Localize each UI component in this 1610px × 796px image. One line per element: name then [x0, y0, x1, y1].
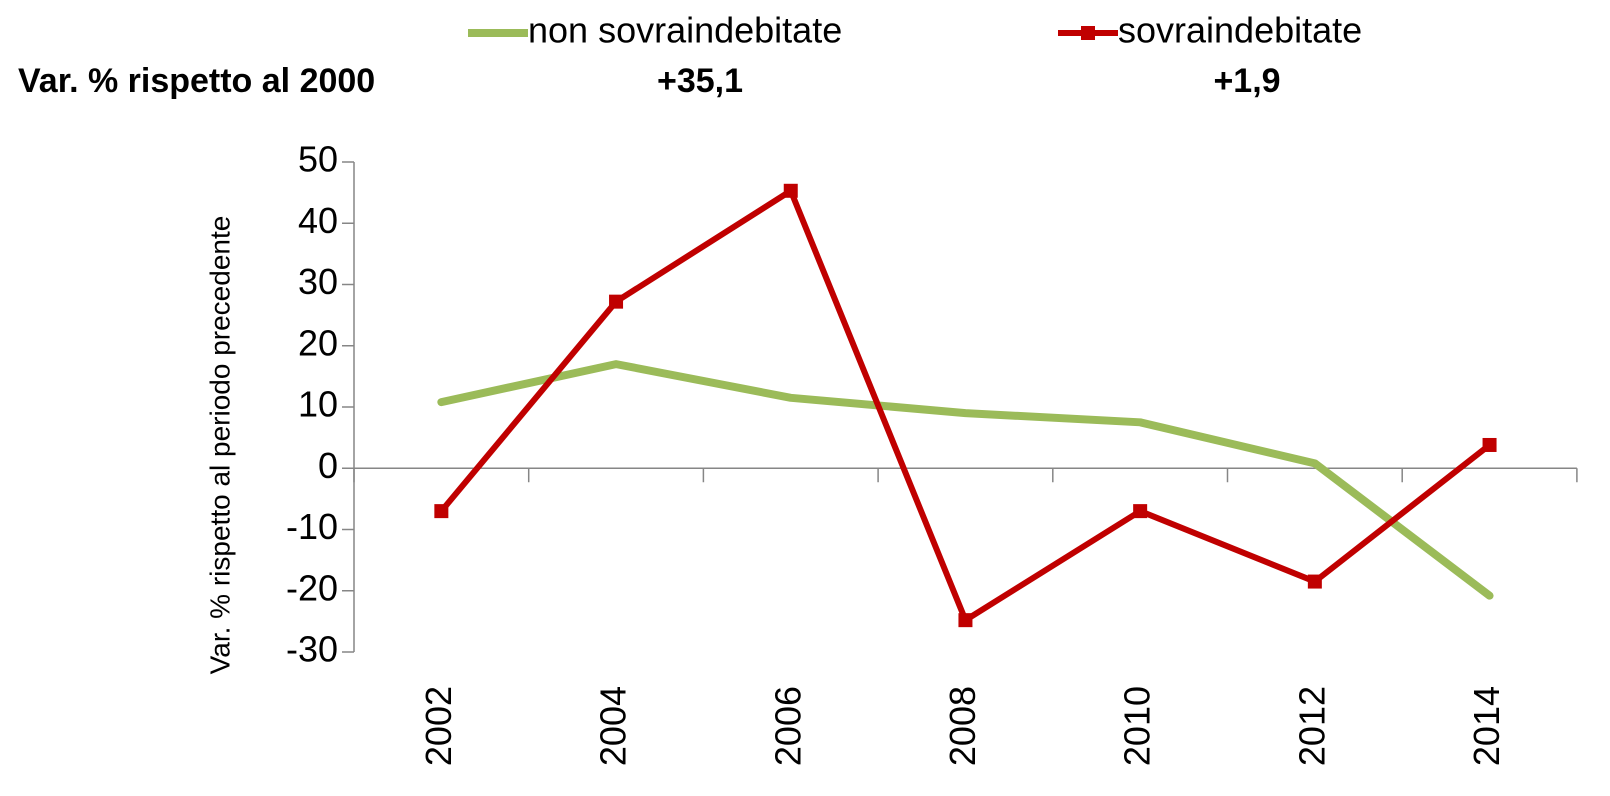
legend-label: sovraindebitate: [1118, 10, 1362, 51]
point-marker: [783, 183, 798, 198]
series-line: [438, 187, 1493, 624]
y-tick-label: -30: [286, 629, 338, 670]
point-marker: [1133, 504, 1148, 519]
legend-marker: [1081, 26, 1095, 40]
point-marker: [958, 613, 973, 628]
x-tick-label: 2010: [1117, 686, 1158, 766]
point-marker: [434, 504, 449, 519]
y-tick-label: 30: [298, 261, 338, 302]
x-tick-label: 2002: [418, 686, 459, 766]
x-tick-label: 2012: [1291, 686, 1332, 766]
annotation: +1,9: [1213, 62, 1280, 100]
x-tick-label: 2004: [593, 686, 634, 766]
x-tick-label: 2006: [767, 686, 808, 766]
y-tick-label: -10: [286, 506, 338, 547]
y-tick-label: 50: [298, 139, 338, 180]
legend-label: non sovraindebitate: [528, 10, 842, 51]
y-tick-label: 40: [298, 200, 338, 241]
y-axis-label: Var. % rispetto al periodo precedente: [204, 216, 235, 675]
annotation: Var. % rispetto al 2000: [18, 62, 375, 100]
point-marker: [1482, 437, 1497, 452]
y-tick-label: 20: [298, 322, 338, 363]
x-tick-label: 2014: [1466, 686, 1507, 766]
x-tick-label: 2008: [942, 686, 983, 766]
y-tick-label: -20: [286, 567, 338, 608]
y-tick-label: 0: [318, 445, 338, 486]
point-marker: [609, 294, 624, 309]
series-line: [437, 360, 1494, 600]
point-marker: [1307, 574, 1322, 589]
y-tick-label: 10: [298, 384, 338, 425]
annotation: +35,1: [657, 62, 743, 100]
